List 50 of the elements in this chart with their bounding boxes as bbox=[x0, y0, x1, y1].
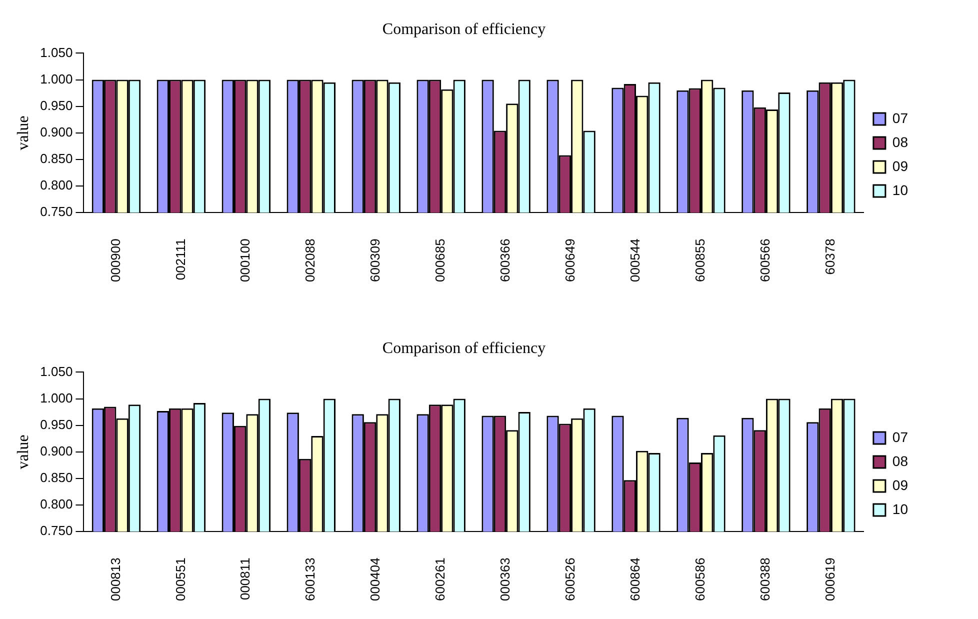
y-tick-label: 1.050 bbox=[40, 364, 73, 379]
x-tick-label: 600566 bbox=[758, 238, 773, 282]
x-tick-label: 600133 bbox=[302, 558, 318, 602]
y-tick-label: 0.750 bbox=[40, 523, 73, 538]
x-tick-label: 000811 bbox=[238, 558, 253, 600]
x-tick-label: 000813 bbox=[108, 558, 123, 602]
chart-title: Comparison of efficiency bbox=[382, 20, 546, 38]
x-tick-label: 600388 bbox=[758, 558, 773, 602]
x-tick-label: 000544 bbox=[628, 238, 643, 282]
x-tick-label: 600864 bbox=[628, 558, 643, 602]
x-tick-label: 000100 bbox=[238, 238, 253, 282]
x-tick-label: 002088 bbox=[302, 238, 318, 282]
legend-label: 09 bbox=[892, 158, 908, 174]
y-tick-label: 1.000 bbox=[40, 390, 73, 406]
x-tick-label: 600649 bbox=[562, 238, 578, 282]
y-tick-label: 0.950 bbox=[40, 98, 73, 113]
x-tick-label: 002111 bbox=[172, 238, 188, 280]
x-tick-label: 000619 bbox=[822, 558, 838, 602]
x-tick-label: 000363 bbox=[498, 558, 513, 602]
y-tick-label: 0.900 bbox=[40, 124, 73, 140]
x-tick-label: 600855 bbox=[692, 238, 708, 282]
x-tick-label: 000404 bbox=[368, 558, 383, 602]
x-tick-label: 600586 bbox=[692, 558, 708, 602]
y-tick-label: 0.800 bbox=[40, 178, 73, 193]
y-tick-label: 0.900 bbox=[40, 443, 73, 458]
y-tick-label: 0.950 bbox=[40, 416, 73, 432]
x-tick-label: 000900 bbox=[108, 238, 123, 282]
legend-label: 07 bbox=[892, 428, 908, 445]
legend-label: 08 bbox=[892, 452, 908, 469]
y-tick-label: 1.050 bbox=[40, 44, 73, 60]
x-tick-label: 000685 bbox=[432, 238, 448, 282]
y-axis-title: value bbox=[14, 116, 32, 150]
y-tick-label: 0.800 bbox=[40, 496, 73, 512]
chart-title: Comparison of efficiency bbox=[382, 340, 546, 357]
y-tick-label: 0.850 bbox=[40, 470, 73, 486]
x-tick-label: 000551 bbox=[172, 558, 188, 602]
legend-label: 10 bbox=[892, 182, 908, 198]
y-tick-label: 0.850 bbox=[40, 151, 73, 166]
y-tick-label: 0.750 bbox=[40, 204, 73, 220]
legend-label: 07 bbox=[892, 110, 908, 126]
legend-label: 09 bbox=[892, 476, 908, 493]
x-tick-label: 600366 bbox=[498, 238, 513, 282]
y-tick-label: 1.000 bbox=[40, 71, 73, 86]
x-tick-label: 600526 bbox=[562, 558, 578, 602]
x-tick-label: 600309 bbox=[368, 238, 383, 282]
legend-label: 10 bbox=[892, 500, 908, 517]
legend-label: 08 bbox=[892, 134, 908, 150]
y-axis-title: value bbox=[14, 434, 32, 470]
x-tick-label: 600261 bbox=[432, 558, 448, 602]
x-tick-label: 60378 bbox=[822, 238, 838, 275]
